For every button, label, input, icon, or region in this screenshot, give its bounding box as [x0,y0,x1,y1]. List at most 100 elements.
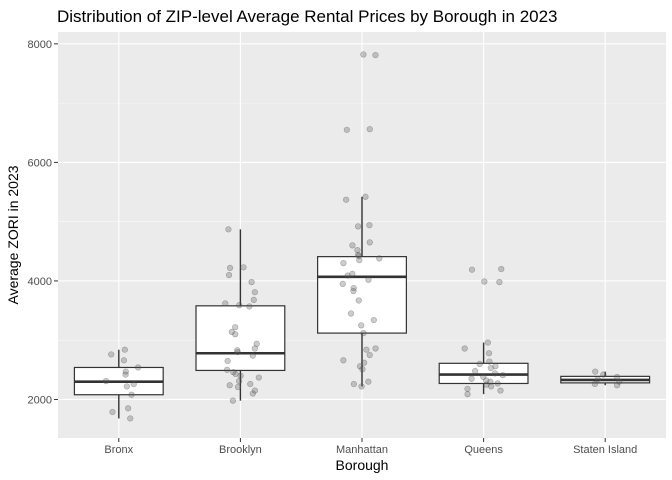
data-point [228,328,235,336]
data-point [130,380,137,388]
data-point [360,51,367,58]
data-point [350,380,358,388]
data-point [349,270,356,277]
data-point [120,357,128,364]
data-point [230,369,237,376]
data-point [255,374,262,381]
iqr-box [317,256,407,334]
data-point [355,297,362,304]
data-point [468,266,476,273]
data-point [236,378,243,385]
data-point [232,331,239,338]
data-point [483,377,490,384]
data-point [483,381,490,388]
box-brooklyn [195,229,286,401]
x-tick-label: Staten Island [573,444,637,456]
data-point [251,345,258,352]
data-point [492,363,499,370]
data-point [248,279,255,286]
iqr-box [195,305,286,372]
data-point [358,322,365,329]
data-point [251,387,259,394]
chart-title: Distribution of ZIP-level Average Rental… [57,7,558,26]
data-point [343,196,350,203]
data-point [237,372,244,379]
data-point [362,193,369,200]
data-point [121,346,128,353]
box-staten-island [560,371,651,386]
data-point [251,289,258,296]
data-point [472,367,479,375]
data-point [229,397,237,404]
data-point [484,339,491,346]
data-point [366,239,373,246]
data-point [494,380,501,387]
data-point [372,345,379,352]
data-point [340,357,347,364]
data-point [372,52,379,59]
data-point [344,272,351,279]
boxes [73,196,651,419]
data-point [125,405,132,412]
data-point [234,383,242,391]
x-tick-label: Manhattan [336,444,388,456]
x-tick-label: Queens [464,444,503,456]
data-point [461,345,468,352]
data-point [108,351,115,358]
data-point [356,363,364,370]
data-point [109,408,116,416]
box-manhattan [317,196,407,387]
data-point [226,382,233,389]
data-point [613,373,621,381]
data-point [246,303,253,310]
data-point [487,364,494,372]
data-point [236,302,243,309]
data-point [366,351,373,359]
data-point [226,264,234,271]
data-point [487,378,494,385]
data-point [225,271,233,279]
data-point [339,280,346,287]
y-axis: 2000 4000 6000 8000 [28,39,58,406]
data-point [224,366,231,373]
data-point [250,296,257,304]
data-point [234,348,241,356]
data-point [481,278,488,285]
data-point [122,368,129,375]
box-queens [438,342,529,395]
data-point [102,378,110,385]
data-point [232,324,239,331]
data-point [234,347,241,354]
data-point [122,371,129,378]
y-tick-label: 4000 [28,276,52,288]
data-point [600,371,607,378]
data-point [496,279,503,286]
x-tick-label: Brooklyn [219,444,262,456]
data-point [361,359,368,366]
data-point [349,242,356,249]
data-point [356,257,363,264]
data-point [232,370,239,378]
data-point [499,372,506,379]
data-point [359,366,366,373]
data-point [365,378,372,385]
data-point [498,265,505,273]
x-axis-title: Borough [336,457,389,473]
data-point [468,375,475,382]
data-point [347,310,355,317]
data-point [355,252,362,260]
data-point [134,364,142,371]
data-point [476,360,483,368]
data-point [128,391,135,398]
data-point [491,370,499,377]
data-point [363,346,370,353]
box-bronx [73,349,164,419]
data-point [123,383,130,390]
data-point [464,391,471,398]
data-point [340,260,347,267]
data-point [591,380,598,388]
data-point [592,368,599,375]
data-point [249,352,256,359]
y-tick-label: 6000 [28,157,52,169]
